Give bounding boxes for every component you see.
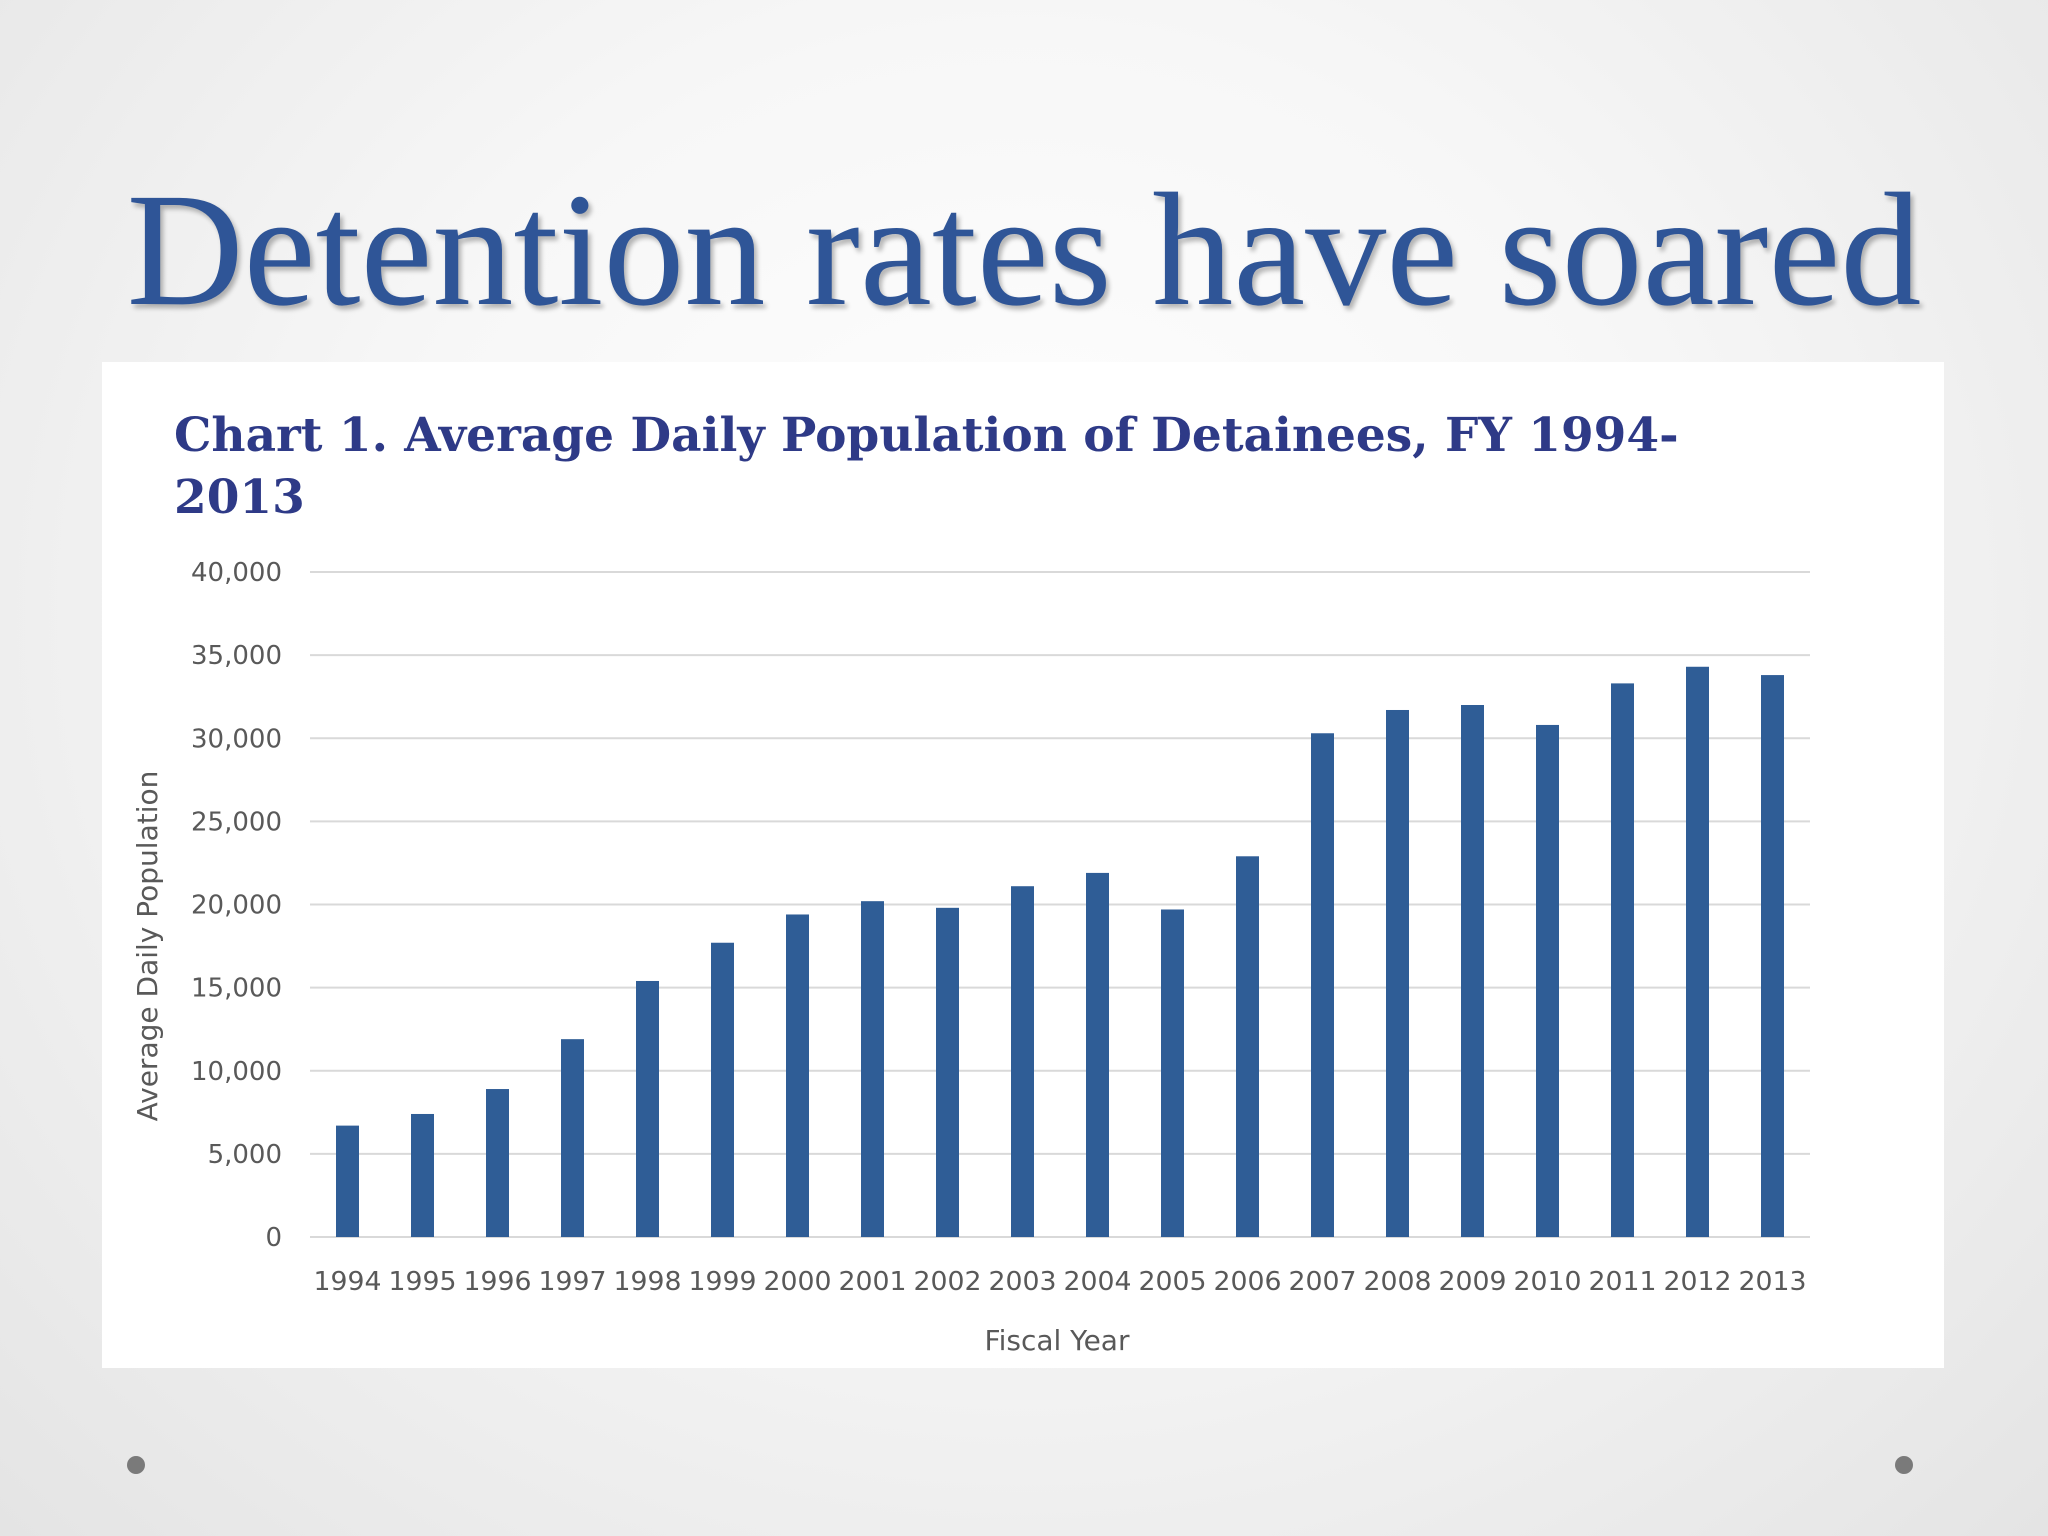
x-tick-label: 2003 (989, 1267, 1057, 1297)
y-axis-label: Average Daily Population (131, 771, 164, 1122)
bar-2003 (1011, 886, 1034, 1237)
x-tick-labels: 1994 1995 1996 1997 1998 1999 2000 2001 2002 2003… (314, 1267, 1807, 1297)
bar-2013 (1761, 675, 1784, 1237)
bar-1994 (336, 1125, 359, 1237)
x-tick-label: 2006 (1214, 1267, 1282, 1297)
x-tick-label: 2013 (1739, 1267, 1807, 1297)
bar-2005 (1161, 909, 1184, 1237)
chart-title: Chart 1. Average Daily Population of Det… (174, 405, 1894, 529)
x-tick-label: 2008 (1364, 1267, 1432, 1297)
bar-2012 (1686, 666, 1709, 1237)
x-tick-label: 1999 (689, 1267, 757, 1297)
x-tick-label: 2002 (914, 1267, 982, 1297)
x-tick-label: 1998 (614, 1267, 682, 1297)
bar-1998 (636, 980, 659, 1237)
bars (336, 666, 1784, 1237)
bar-2011 (1611, 683, 1634, 1237)
chart-title-line-2: 2013 (174, 470, 305, 525)
y-tick-label: 10,000 (191, 1057, 282, 1087)
y-tick-label: 35,000 (191, 641, 282, 671)
bar-2001 (861, 901, 884, 1237)
bar-2008 (1386, 709, 1409, 1237)
bar-1997 (561, 1039, 584, 1237)
bullet-left (127, 1456, 145, 1474)
bar-2004 (1086, 872, 1109, 1237)
bar-chart: 0 5,000 10,000 15,000 20,000 25,000 30,000 35,0… (131, 558, 1810, 1357)
x-tick-label: 1996 (464, 1267, 532, 1297)
bullet-right (1895, 1456, 1913, 1474)
chart-panel: Chart 1. Average Daily Population of Det… (102, 362, 1944, 1368)
x-tick-label: 1994 (314, 1267, 382, 1297)
y-tick-label: 15,000 (191, 974, 282, 1004)
x-tick-label: 2001 (839, 1267, 907, 1297)
y-tick-label: 25,000 (191, 807, 282, 837)
x-tick-label: 1995 (389, 1267, 457, 1297)
chart-title-line-1: Chart 1. Average Daily Population of Det… (174, 408, 1679, 463)
x-tick-label: 2012 (1664, 1267, 1732, 1297)
x-tick-label: 2000 (764, 1267, 832, 1297)
x-tick-label: 2004 (1064, 1267, 1132, 1297)
x-tick-label: 2007 (1289, 1267, 1357, 1297)
y-tick-labels: 0 5,000 10,000 15,000 20,000 25,000 30,000 35,0… (191, 558, 282, 1253)
x-axis-label: Fiscal Year (985, 1324, 1130, 1357)
bar-1996 (486, 1089, 509, 1237)
slide-title: Detention rates have soared (126, 161, 1922, 340)
gridlines (310, 571, 1810, 1238)
x-tick-label: 2011 (1589, 1267, 1657, 1297)
bar-1999 (711, 942, 734, 1237)
y-tick-label: 40,000 (191, 558, 282, 588)
y-tick-label: 20,000 (191, 891, 282, 921)
bar-1995 (411, 1113, 434, 1237)
bar-2009 (1461, 705, 1484, 1237)
x-tick-label: 2009 (1439, 1267, 1507, 1297)
x-tick-label: 2005 (1139, 1267, 1207, 1297)
x-tick-label: 1997 (539, 1267, 607, 1297)
bar-2000 (786, 914, 809, 1237)
x-tick-label: 2010 (1514, 1267, 1582, 1297)
y-tick-label: 0 (265, 1223, 282, 1253)
y-tick-label: 30,000 (191, 724, 282, 754)
bar-2006 (1236, 856, 1259, 1237)
bar-2002 (936, 907, 959, 1237)
bar-2010 (1536, 724, 1559, 1237)
y-tick-label: 5,000 (208, 1140, 282, 1170)
bar-2007 (1311, 733, 1334, 1237)
